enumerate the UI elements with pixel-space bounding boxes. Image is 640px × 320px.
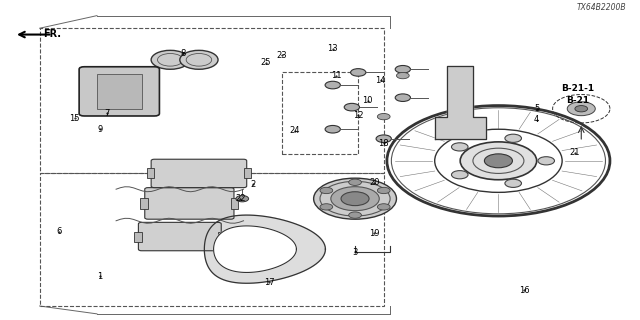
Circle shape [236, 196, 248, 202]
Text: 17: 17 [264, 278, 275, 287]
Bar [231, 198, 239, 209]
Text: 16: 16 [518, 286, 529, 295]
FancyBboxPatch shape [79, 67, 159, 116]
Text: 15: 15 [69, 114, 80, 123]
Circle shape [180, 50, 218, 69]
Text: 2: 2 [250, 180, 256, 189]
Text: 6: 6 [56, 227, 61, 236]
Text: 8: 8 [180, 49, 186, 58]
Bar [147, 168, 154, 179]
FancyBboxPatch shape [138, 222, 221, 251]
Text: 5: 5 [534, 104, 540, 113]
Text: 22: 22 [235, 194, 246, 203]
Circle shape [538, 157, 554, 165]
Circle shape [325, 81, 340, 89]
Text: 1: 1 [97, 271, 103, 281]
Circle shape [396, 72, 409, 79]
Circle shape [395, 66, 410, 73]
Circle shape [505, 179, 522, 188]
Circle shape [94, 84, 122, 98]
Text: 20: 20 [369, 178, 380, 188]
Bar [244, 168, 251, 179]
Text: 13: 13 [328, 44, 338, 53]
Circle shape [320, 204, 333, 210]
Text: 4: 4 [534, 115, 540, 124]
Text: 9: 9 [97, 125, 103, 134]
Text: 11: 11 [331, 71, 341, 80]
Text: 14: 14 [375, 76, 386, 85]
Circle shape [395, 94, 410, 101]
Circle shape [341, 192, 369, 206]
Circle shape [116, 84, 145, 98]
Polygon shape [435, 66, 486, 139]
Circle shape [484, 154, 513, 168]
Text: 12: 12 [353, 110, 364, 120]
Circle shape [378, 187, 390, 194]
Text: FR.: FR. [43, 29, 61, 39]
Circle shape [331, 187, 380, 211]
Circle shape [349, 179, 362, 185]
FancyBboxPatch shape [97, 74, 141, 109]
Bar [134, 231, 141, 242]
Text: B-21: B-21 [566, 96, 589, 105]
Bar [218, 231, 226, 242]
Circle shape [451, 143, 468, 151]
Text: 21: 21 [570, 148, 580, 157]
Text: 23: 23 [276, 51, 287, 60]
Circle shape [325, 125, 340, 133]
Circle shape [505, 134, 522, 142]
Circle shape [344, 103, 360, 111]
Text: B-21-1: B-21-1 [561, 84, 595, 93]
Text: 10: 10 [362, 96, 373, 105]
Circle shape [376, 135, 392, 142]
Circle shape [460, 142, 537, 180]
Text: 19: 19 [369, 229, 380, 238]
Circle shape [320, 187, 333, 194]
Text: 3: 3 [353, 248, 358, 257]
Polygon shape [214, 226, 296, 272]
Text: 25: 25 [260, 59, 271, 68]
Circle shape [314, 178, 396, 219]
FancyBboxPatch shape [145, 188, 234, 219]
Text: TX64B2200B: TX64B2200B [576, 4, 626, 12]
Circle shape [575, 106, 588, 112]
Circle shape [151, 50, 189, 69]
Circle shape [451, 171, 468, 179]
FancyBboxPatch shape [151, 159, 246, 188]
Circle shape [378, 204, 390, 210]
Polygon shape [204, 215, 325, 283]
Bar [140, 198, 148, 209]
Text: 24: 24 [289, 126, 300, 135]
Circle shape [567, 102, 595, 116]
Circle shape [351, 69, 366, 76]
Text: 18: 18 [378, 139, 389, 148]
Circle shape [378, 114, 390, 120]
Text: 7: 7 [104, 109, 109, 118]
Circle shape [349, 212, 362, 218]
